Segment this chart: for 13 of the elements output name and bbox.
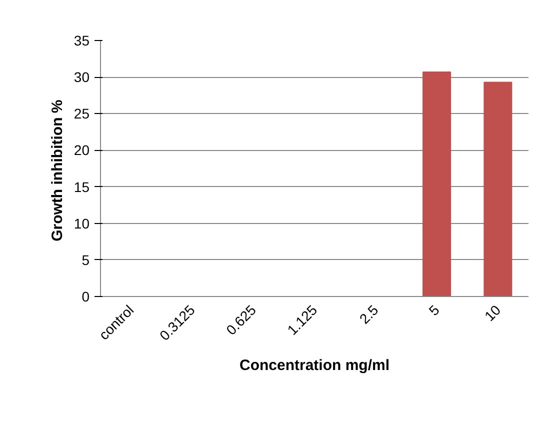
- x-tick-label: 2.5: [356, 302, 382, 327]
- y-tick-label: 20: [74, 142, 90, 158]
- x-tick-label: 5: [426, 302, 443, 319]
- y-axis-title: Growth inhibition %: [48, 100, 66, 242]
- y-tick-label: 15: [74, 178, 90, 195]
- y-tick-label: 35: [74, 32, 90, 48]
- x-axis-title: Concentration mg/ml: [239, 357, 390, 374]
- y-tick-label: 5: [82, 252, 90, 268]
- x-tick-label: 10: [481, 302, 504, 324]
- y-tick-label: 30: [74, 69, 90, 86]
- y-tick-label: 10: [74, 215, 90, 232]
- y-tick-label: 25: [74, 106, 90, 122]
- y-tick-label: 0: [82, 288, 90, 304]
